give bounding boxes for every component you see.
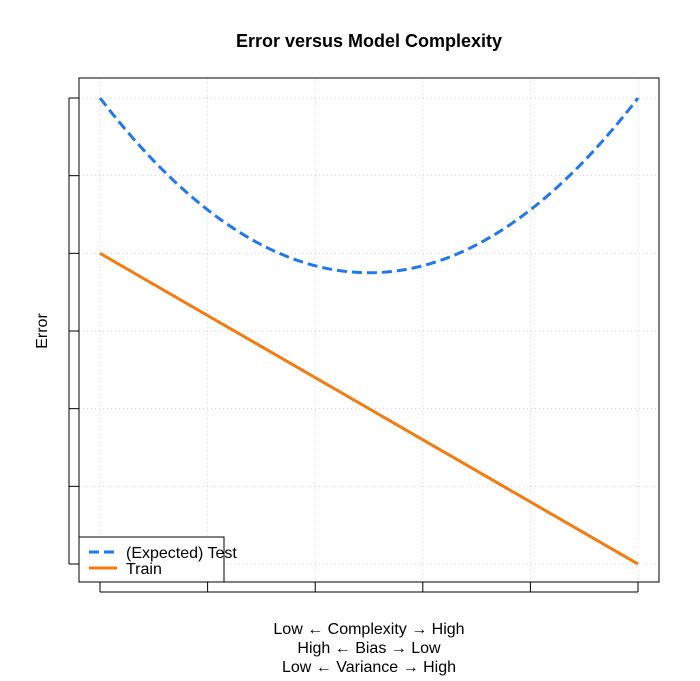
legend: (Expected) Test Train (78, 536, 237, 583)
legend-box (78, 536, 225, 583)
x-axis-label: Low ← Complexity → High High ← Bias → Lo… (273, 621, 464, 676)
legend-label-train: Train (126, 561, 162, 578)
grid (79, 78, 659, 582)
x-axis-label-line-3: Low ← Variance → High (282, 659, 456, 676)
series-line-test (98, 97, 640, 275)
series-line-train (99, 252, 639, 566)
y-axis-label: Error (34, 313, 51, 349)
chart-title: Error versus Model Complexity (236, 31, 502, 51)
x-axis-label-line-1: Low ← Complexity → High (273, 621, 464, 638)
x-axis-label-line-2: High ← Bias → Low (297, 640, 441, 657)
legend-label-test: (Expected) Test (126, 545, 237, 562)
y-axis-ticks (68, 97, 79, 565)
x-axis-ticks (99, 582, 639, 593)
plot-frame (78, 77, 660, 583)
series-group (98, 97, 640, 566)
